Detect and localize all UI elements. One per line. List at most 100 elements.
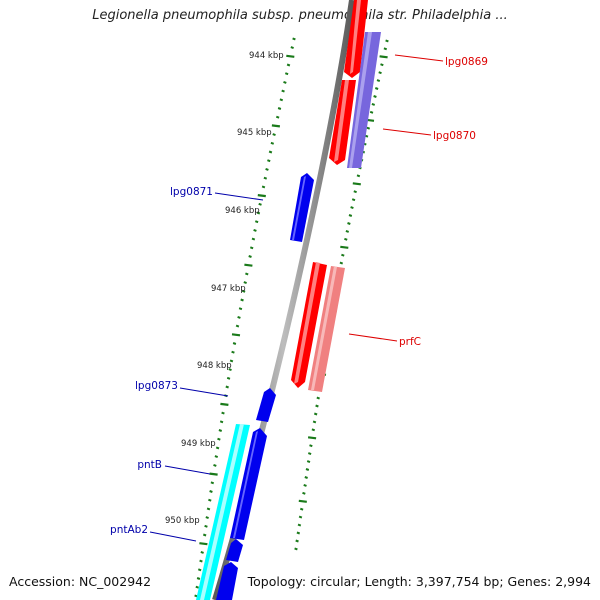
map-title: Legionella pneumophila subsp. pneumophil… <box>92 8 508 23</box>
tick-mark <box>353 190 357 194</box>
tick-mark <box>302 491 306 495</box>
tick-mark <box>195 585 199 589</box>
leader-line <box>382 128 432 136</box>
tick-mark <box>208 498 212 502</box>
gene-label-pntB[interactable]: pntB <box>137 459 162 471</box>
tick-mark <box>229 359 234 363</box>
tick-mark <box>205 516 209 520</box>
tick-mark <box>272 133 276 137</box>
tick-mark <box>277 107 282 110</box>
tick-mark <box>209 472 218 476</box>
tick-mark <box>248 255 252 258</box>
scale-label: 946 kbp <box>225 206 260 216</box>
tick-mark <box>369 110 374 114</box>
cyan-gene-highlight <box>200 424 244 600</box>
tick-mark <box>340 245 349 249</box>
tick-mark <box>231 333 241 337</box>
tick-mark <box>347 222 351 225</box>
tick-mark <box>202 533 207 537</box>
tick-mark <box>257 194 266 198</box>
gene-label-lpg0871[interactable]: lpg0871 <box>170 186 213 198</box>
tick-mark <box>311 428 316 432</box>
gene-label-lpg0873[interactable]: lpg0873 <box>135 380 178 392</box>
tick-mark <box>231 350 235 354</box>
tick-mark <box>228 368 232 372</box>
reverse-genes <box>196 173 314 600</box>
gene-arrow-lpg0873[interactable] <box>256 388 276 422</box>
forward-genes <box>291 0 381 392</box>
gene-label-lpg0869[interactable]: lpg0869 <box>445 56 488 68</box>
tick-mark <box>385 39 389 43</box>
tick-mark <box>263 176 268 180</box>
tick-mark <box>243 281 247 285</box>
tick-mark <box>286 54 295 58</box>
tick-mark <box>307 436 317 440</box>
tick-mark <box>371 102 376 106</box>
leader-line <box>179 387 229 397</box>
tick-mark <box>240 298 244 302</box>
tick-mark <box>197 568 202 572</box>
scale-label: 944 kbp <box>249 51 284 61</box>
tick-mark <box>254 220 259 224</box>
tick-mark <box>226 376 231 380</box>
tick-mark <box>238 307 243 311</box>
scale-label: 945 kbp <box>237 128 272 138</box>
tick-mark <box>237 315 241 319</box>
tick-mark <box>268 150 273 154</box>
accession-text: Accession: NC_002942 <box>9 574 152 589</box>
tick-mark <box>294 547 298 551</box>
gene-arrow-pntB-highlight <box>233 431 258 538</box>
tick-mark <box>210 481 215 485</box>
tick-mark <box>297 523 302 527</box>
tick-mark <box>221 411 225 415</box>
gene-arrow-pntAb2[interactable] <box>226 539 243 562</box>
tick-mark <box>271 124 281 128</box>
scale-labels: 944 kbp 945 kbp 946 kbp 947 kbp 948 kbp … <box>165 51 284 526</box>
tick-mark <box>383 47 388 51</box>
gene-label-prfC[interactable]: prfC <box>399 336 421 348</box>
tick-mark <box>284 72 289 76</box>
tick-mark <box>265 167 269 171</box>
tick-mark <box>241 289 246 293</box>
gene-labels: lpg0869 lpg0870 lpg0871 prfC lpg0873 pnt… <box>110 56 488 536</box>
tick-mark <box>299 507 304 511</box>
gene-label-lpg0870[interactable]: lpg0870 <box>433 130 476 142</box>
tick-mark <box>316 396 320 400</box>
tick-mark <box>352 182 361 186</box>
tick-mark <box>366 126 371 130</box>
gene-arrow-small[interactable] <box>216 562 238 600</box>
topology-summary: Topology: circular; Length: 3,397,754 bp… <box>247 574 591 589</box>
tick-mark <box>219 420 224 424</box>
tick-mark <box>225 385 229 389</box>
leader-line <box>214 192 264 201</box>
leader-line <box>164 465 211 475</box>
tick-mark <box>275 115 280 119</box>
tick-mark <box>245 272 249 276</box>
tick-mark <box>258 202 262 206</box>
tick-mark <box>373 95 377 98</box>
tick-mark <box>356 174 361 178</box>
tick-mark <box>379 55 388 59</box>
gene-label-pntAb2[interactable]: pntAb2 <box>110 524 148 536</box>
leader-line <box>394 54 444 62</box>
tick-mark <box>220 402 229 406</box>
tick-mark <box>350 206 354 210</box>
tick-mark <box>380 63 384 67</box>
tick-mark <box>306 460 311 464</box>
tick-mark <box>303 483 307 487</box>
tick-mark <box>378 71 382 75</box>
violet-gene-highlight <box>349 32 372 168</box>
tick-mark <box>279 98 284 102</box>
tick-mark <box>305 468 310 471</box>
tick-mark <box>199 559 203 563</box>
tick-mark <box>200 550 204 554</box>
tick-mark <box>204 524 208 528</box>
tick-mark <box>313 412 318 416</box>
tick-mark <box>344 237 348 241</box>
tick-mark <box>309 444 313 448</box>
tick-mark <box>348 214 353 217</box>
tick-mark <box>199 542 208 546</box>
tick-mark <box>286 63 291 67</box>
tick-mark <box>206 507 211 511</box>
